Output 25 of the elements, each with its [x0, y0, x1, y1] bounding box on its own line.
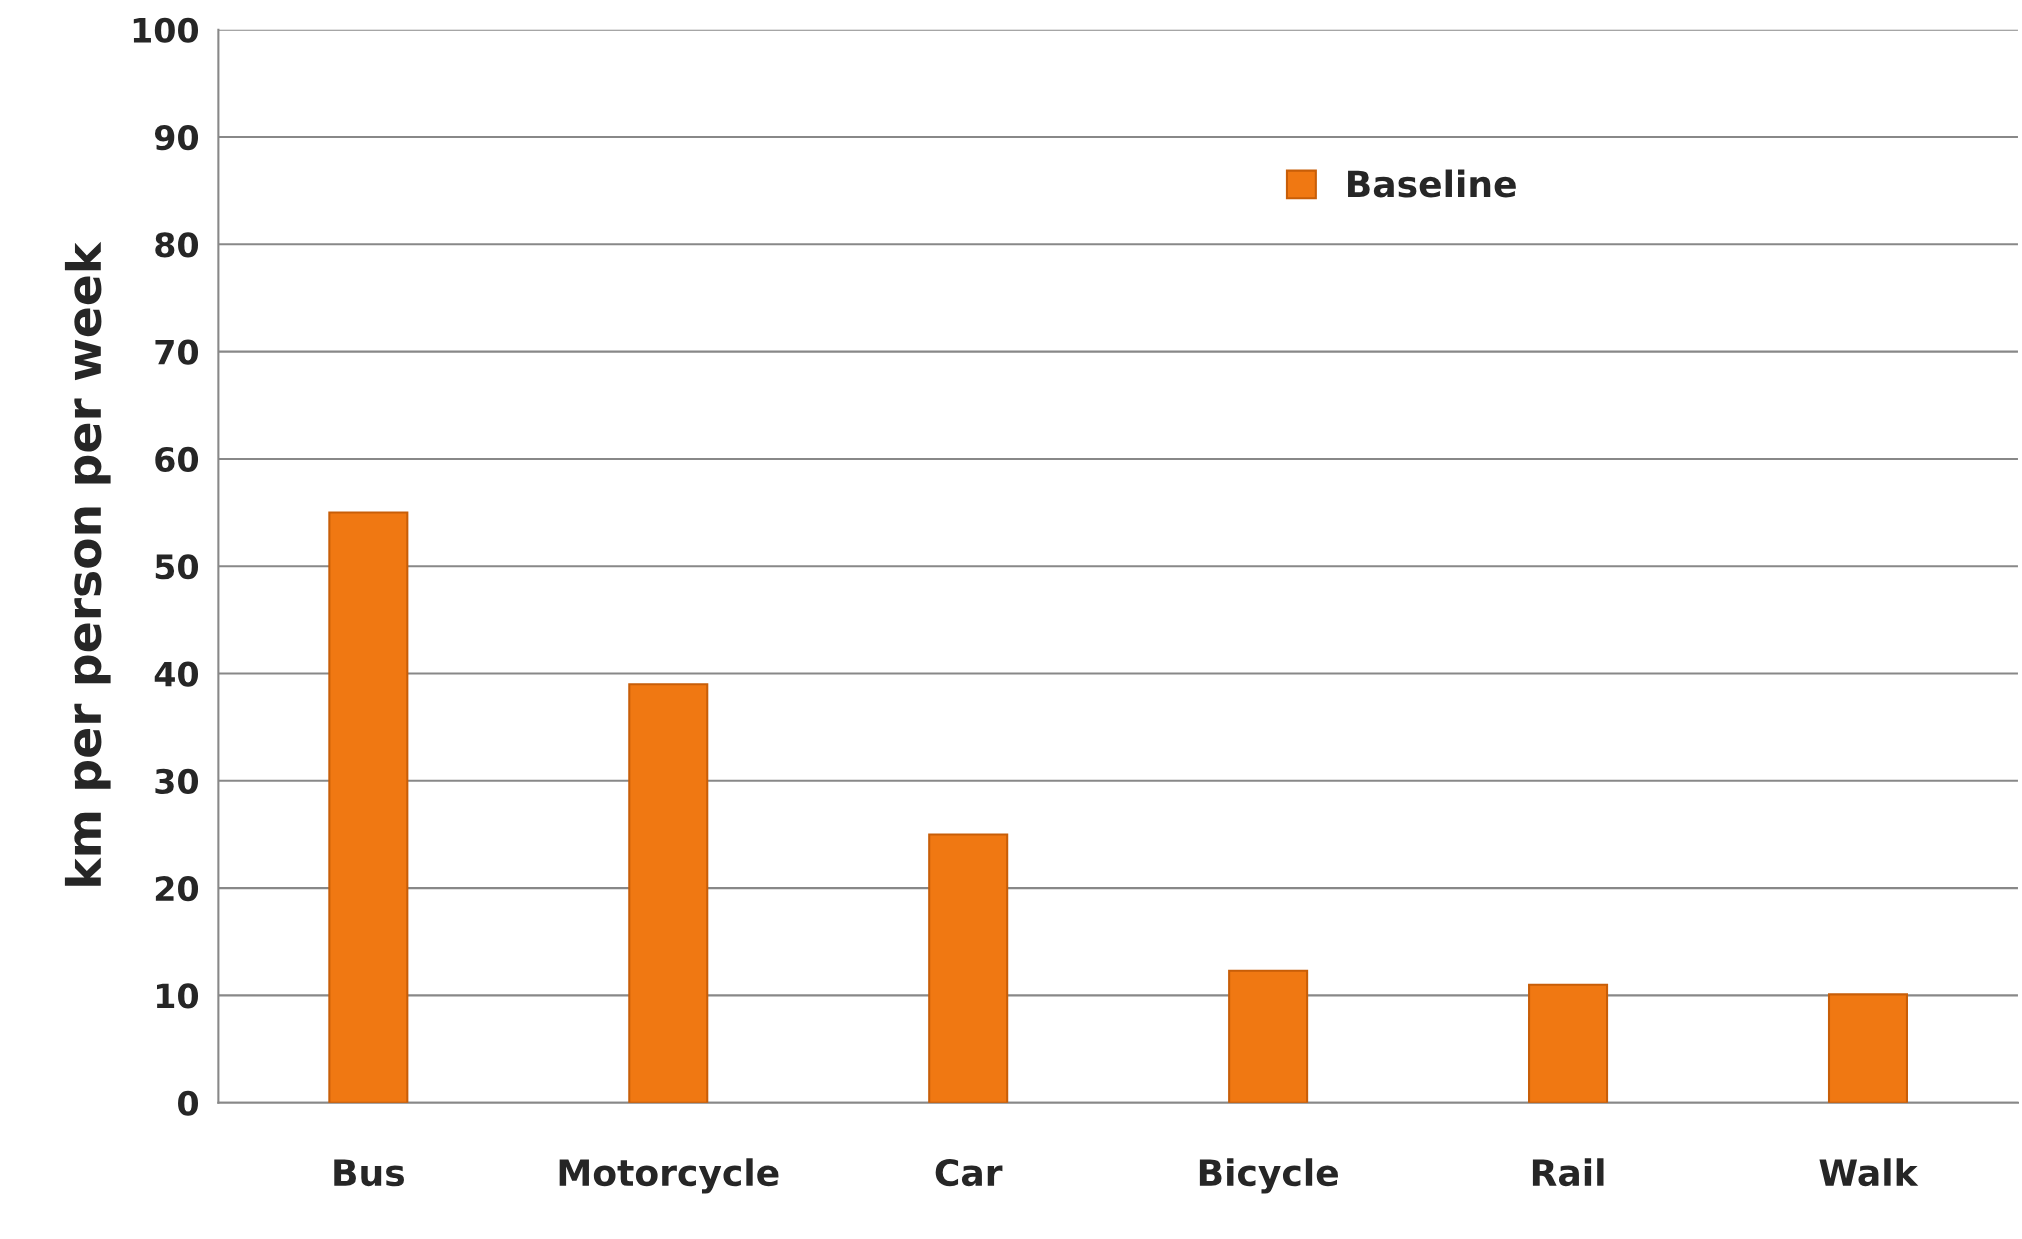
x-tick-label: Rail	[1532, 1158, 1604, 1187]
bar	[1228, 969, 1309, 1103]
y-tick-label: 10	[157, 983, 199, 1009]
bar	[328, 511, 409, 1103]
x-tick-label: Motorcycle	[559, 1158, 779, 1194]
y-tick-label: 90	[154, 124, 199, 151]
y-tick-label: 70	[155, 339, 199, 365]
x-tick-label: Bicycle	[1199, 1158, 1338, 1194]
legend-label: Baseline	[1348, 169, 1516, 198]
y-tick-label: 30	[155, 768, 199, 794]
x-tick-label: Car	[935, 1158, 1003, 1187]
x-tick-label: Bus	[334, 1159, 404, 1187]
y-tick-label: 40	[154, 661, 199, 687]
y-tick-label: 60	[155, 446, 199, 473]
bar	[628, 683, 709, 1103]
y-tick-label: 20	[155, 876, 199, 902]
y-tick-label: 100	[133, 17, 199, 43]
bar	[1528, 983, 1609, 1103]
y-tick-label: 0	[178, 1090, 199, 1116]
x-tick-label: Walk	[1819, 1158, 1919, 1187]
y-axis-title: km per person per week	[64, 241, 111, 886]
bar	[1827, 993, 1909, 1103]
bar	[928, 833, 1009, 1103]
y-tick-label: 50	[155, 554, 199, 580]
y-tick-label: 80	[155, 232, 199, 258]
